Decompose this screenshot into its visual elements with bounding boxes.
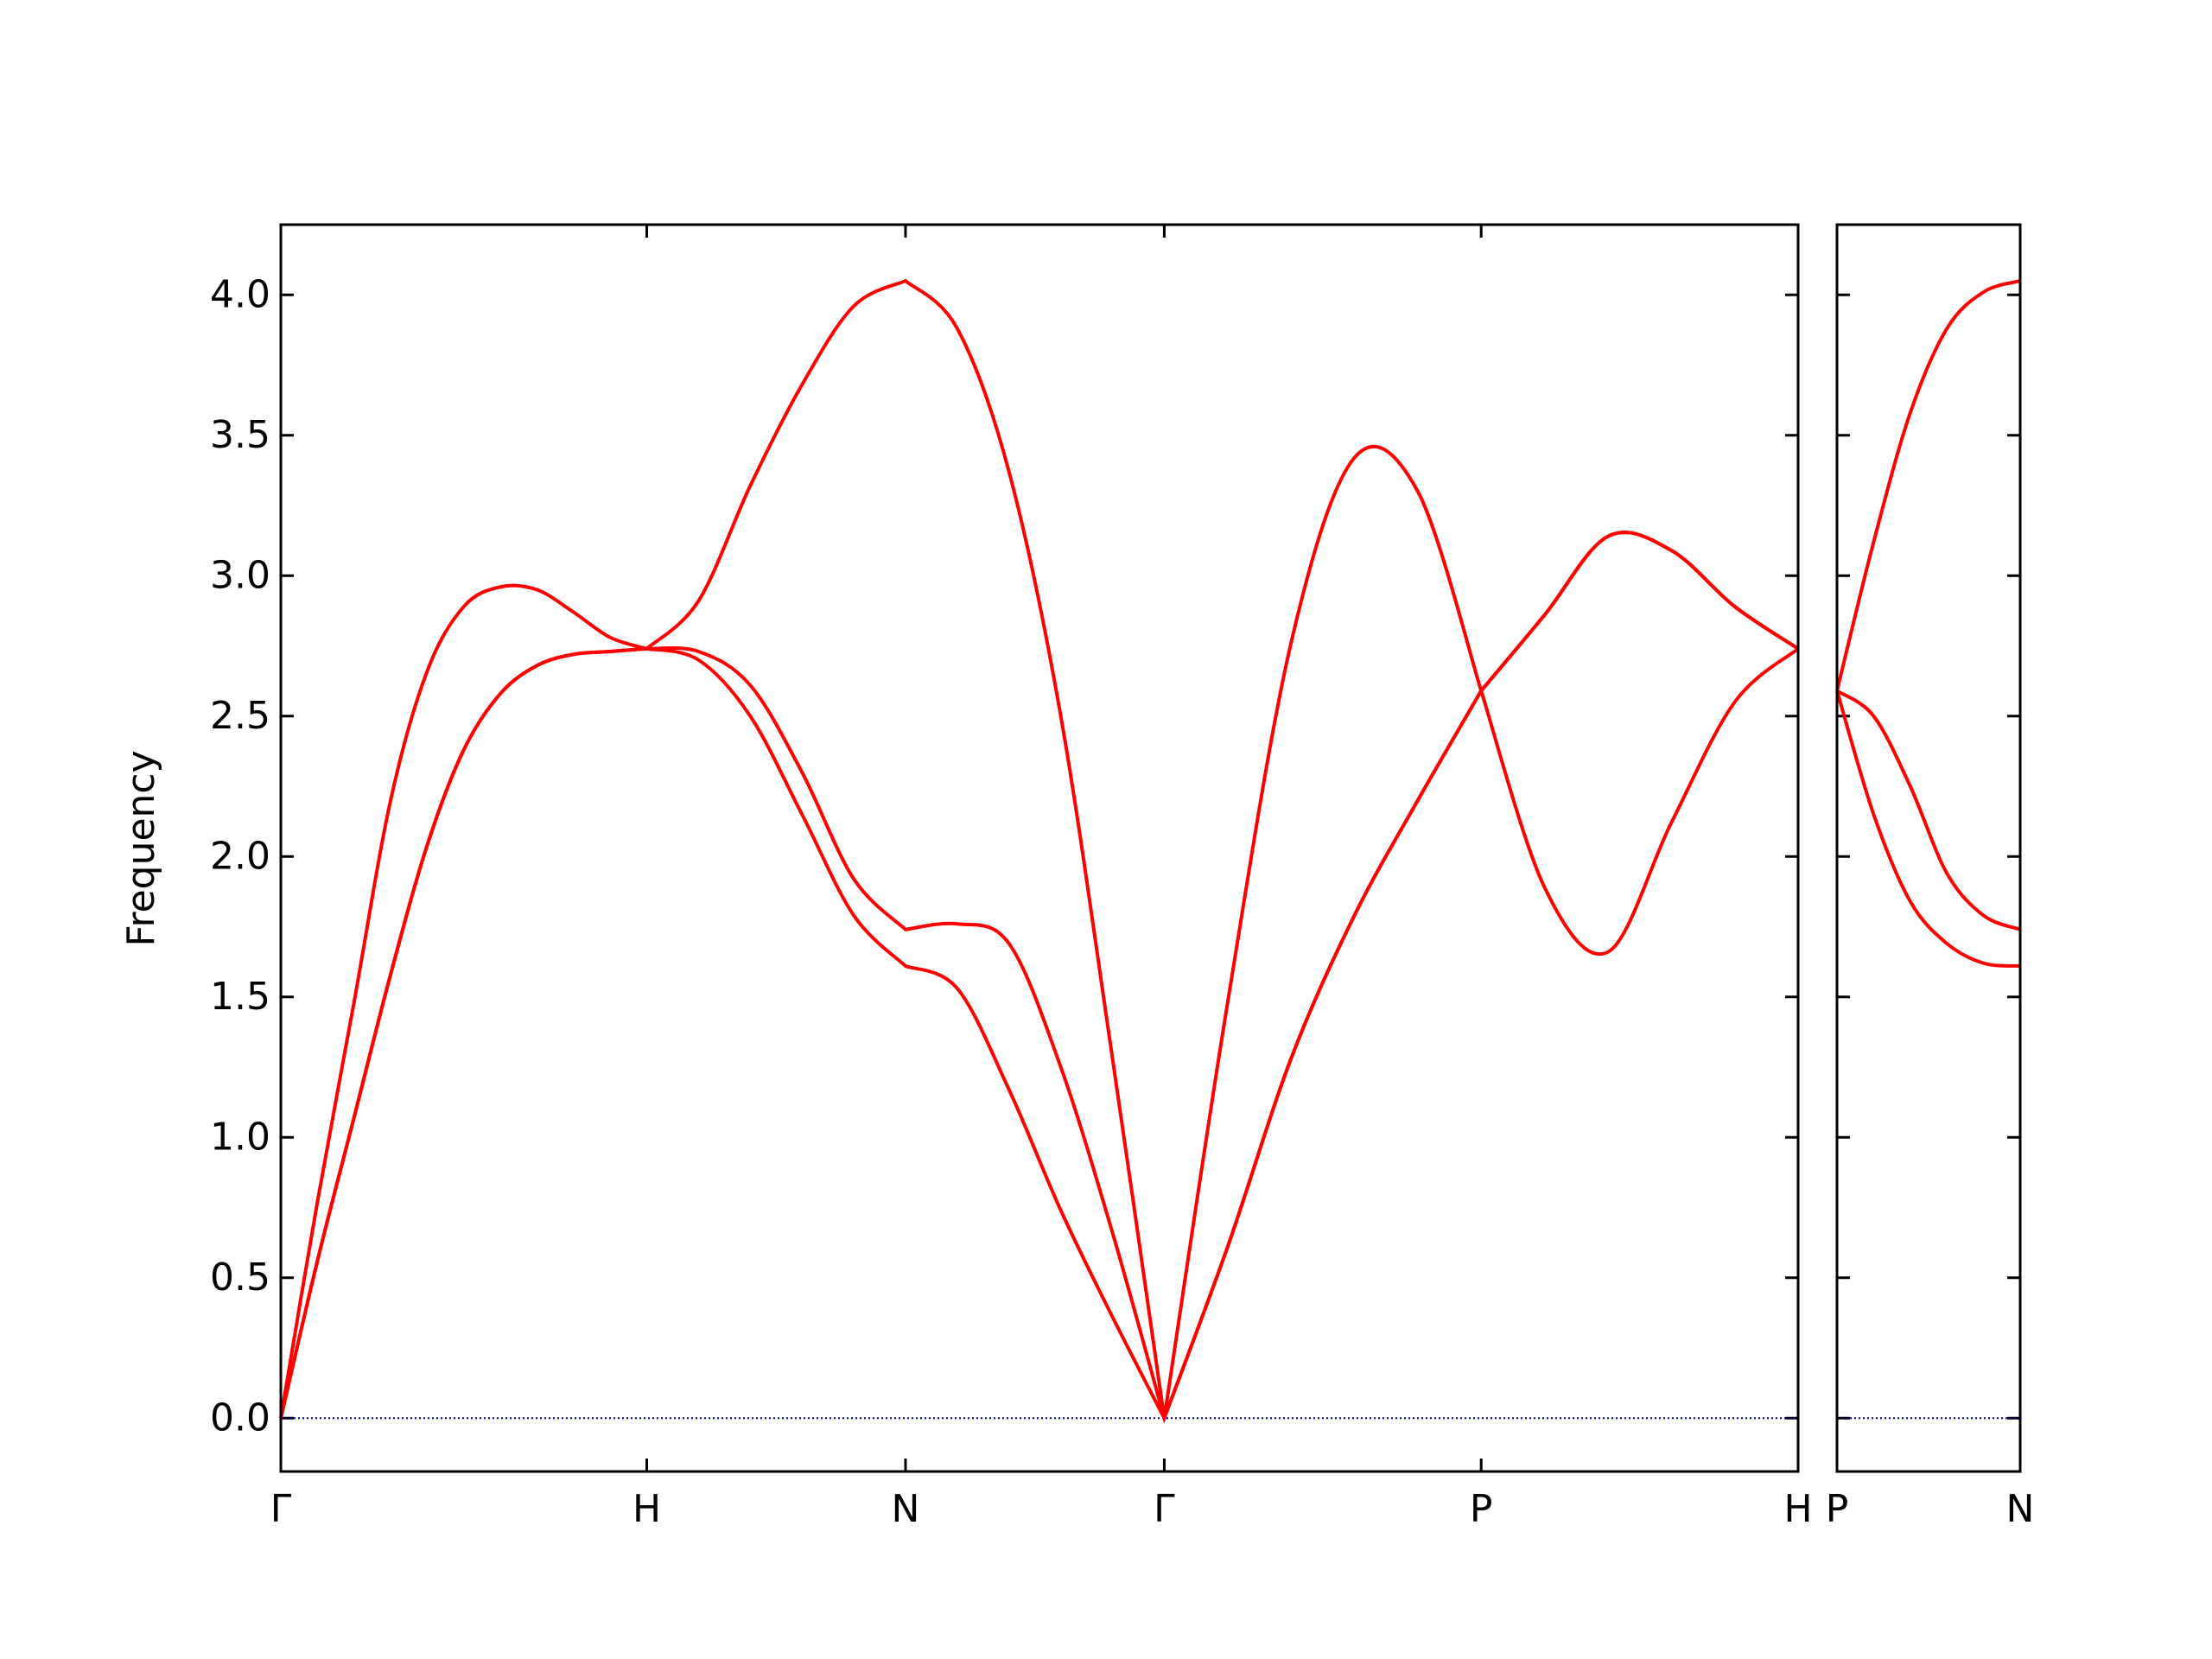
y-tick-label: 2.0 xyxy=(210,834,270,878)
x-tick-label: P xyxy=(1470,1487,1493,1531)
y-tick-label: 2.5 xyxy=(210,694,270,738)
y-tick-label: 0.0 xyxy=(210,1395,270,1440)
y-axis-label: Frequency xyxy=(119,750,163,946)
y-tick-label: 4.0 xyxy=(210,272,270,316)
plot-frame xyxy=(1835,223,2022,1473)
x-tick-label: N xyxy=(892,1487,920,1531)
plot-frame xyxy=(279,223,1800,1473)
x-tick-label: Γ xyxy=(270,1487,292,1531)
x-tick-label: H xyxy=(1783,1487,1812,1531)
x-tick-label: Γ xyxy=(1154,1487,1175,1531)
band-line xyxy=(1835,689,2021,931)
y-tick-label: 0.5 xyxy=(210,1255,270,1300)
x-tick-label: N xyxy=(2006,1487,2035,1531)
band-line xyxy=(279,278,1800,1419)
band-line xyxy=(279,646,1800,1423)
x-tick-label: P xyxy=(1826,1487,1849,1531)
x-tick-label: H xyxy=(632,1487,661,1531)
y-tick-label: 1.5 xyxy=(210,975,270,1019)
y-tick-label: 3.0 xyxy=(210,553,270,597)
y-tick-label: 1.0 xyxy=(210,1115,270,1159)
band-line xyxy=(1835,690,2021,968)
band-line xyxy=(1835,279,2021,691)
y-tick-label: 3.5 xyxy=(210,413,270,457)
